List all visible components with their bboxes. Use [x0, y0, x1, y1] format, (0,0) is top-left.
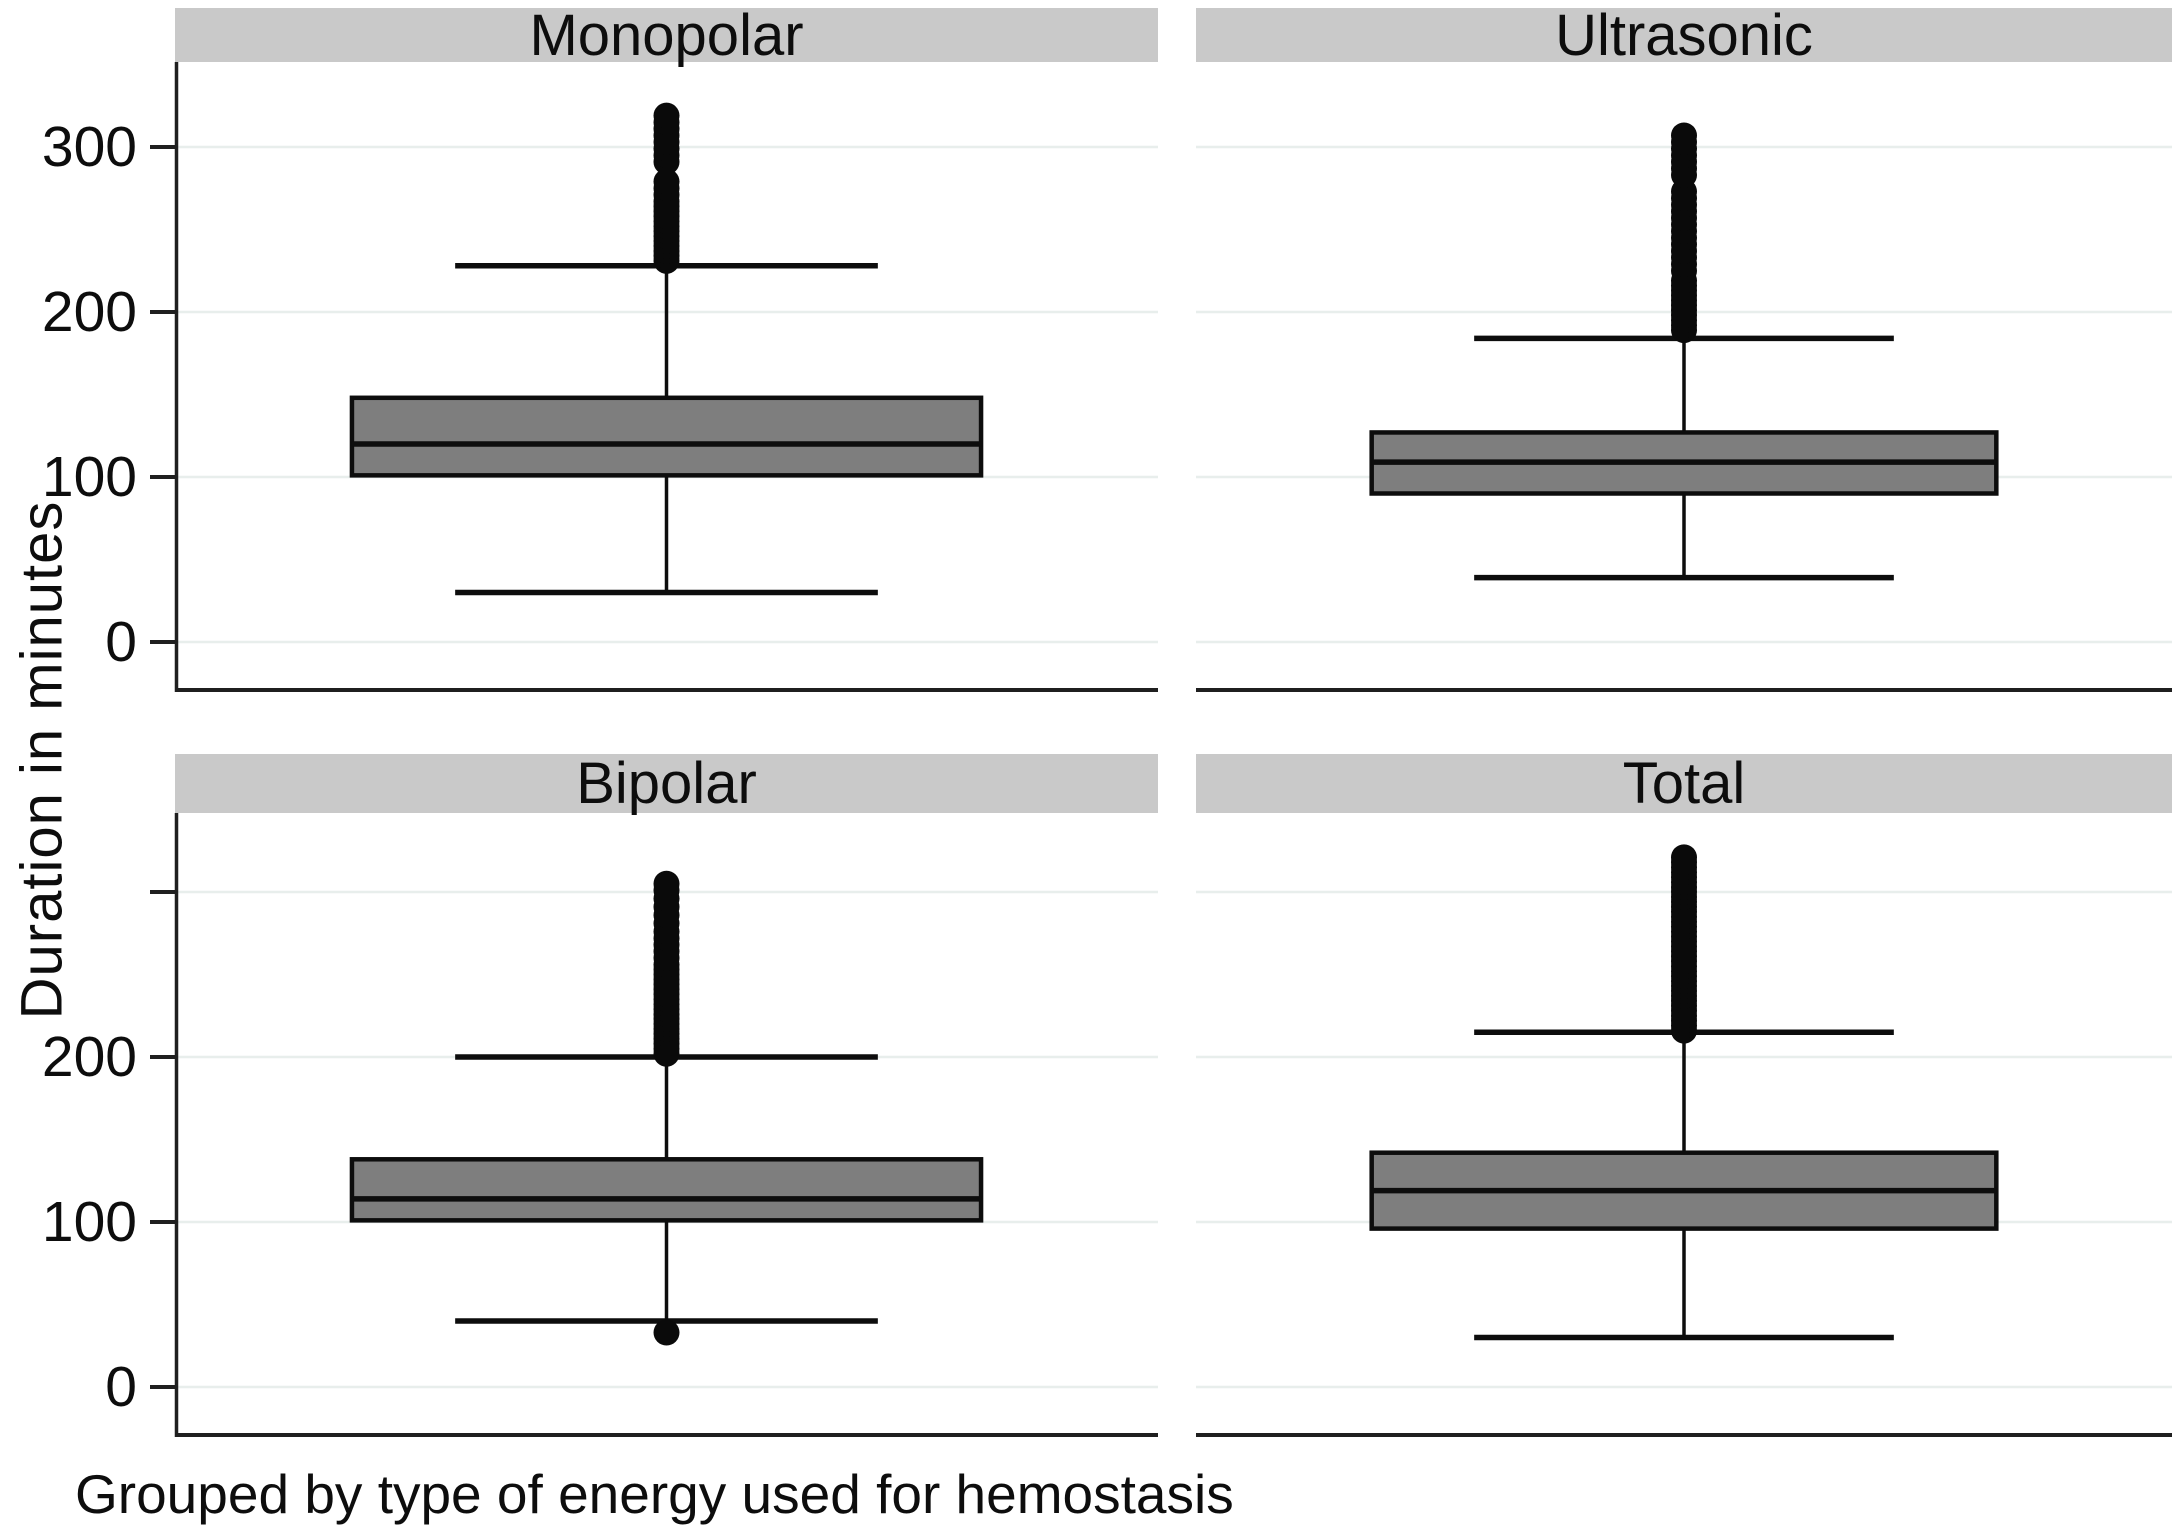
tick-label-100: 100	[42, 445, 137, 509]
plot-area-total	[1196, 813, 2172, 1437]
tick-label-200: 200	[42, 1025, 137, 1089]
outlier-dot	[653, 1319, 680, 1346]
tick-label-0: 0	[105, 610, 137, 674]
tick-label-300: 300	[42, 115, 137, 179]
panel-header-monopolar: Monopolar	[175, 3, 1158, 68]
tick-label-0: 0	[105, 1355, 137, 1419]
panel-header-ultrasonic: Ultrasonic	[1196, 3, 2172, 68]
iqr-box	[349, 1157, 984, 1223]
plot-svg-total	[1196, 844, 2172, 1437]
panel-title: Total	[1622, 751, 1746, 816]
tick-label-100: 100	[42, 1190, 137, 1254]
panel-title: Monopolar	[529, 2, 804, 68]
plot-svg-bipolar: 0 100 200	[42, 813, 1158, 1437]
plot-svg-ultrasonic	[1196, 122, 2172, 692]
outlier-dot	[1671, 122, 1697, 149]
plot-svg-monopolar: 0 100 200 300	[42, 62, 1158, 692]
figure-caption: Grouped by type of energy used for hemos…	[75, 1463, 1234, 1525]
panel-title: Ultrasonic	[1555, 2, 1813, 68]
plot-area-bipolar: 0 100 200	[42, 813, 1158, 1437]
outlier-dot	[653, 102, 680, 129]
panel-header-bipolar: Bipolar	[175, 751, 1158, 816]
plot-area-ultrasonic	[1196, 62, 2172, 692]
outlier-dot	[653, 168, 680, 195]
outlier-dot	[653, 870, 680, 897]
y-axis-label: Duration in minutes	[9, 500, 75, 1020]
panel-header-total: Total	[1196, 751, 2172, 816]
iqr-box	[349, 395, 984, 478]
panel-title: Bipolar	[576, 751, 757, 816]
tick-label-200: 200	[42, 280, 137, 344]
plot-area-monopolar: 0 100 200 300	[42, 62, 1158, 692]
outlier-dot	[1671, 844, 1697, 871]
